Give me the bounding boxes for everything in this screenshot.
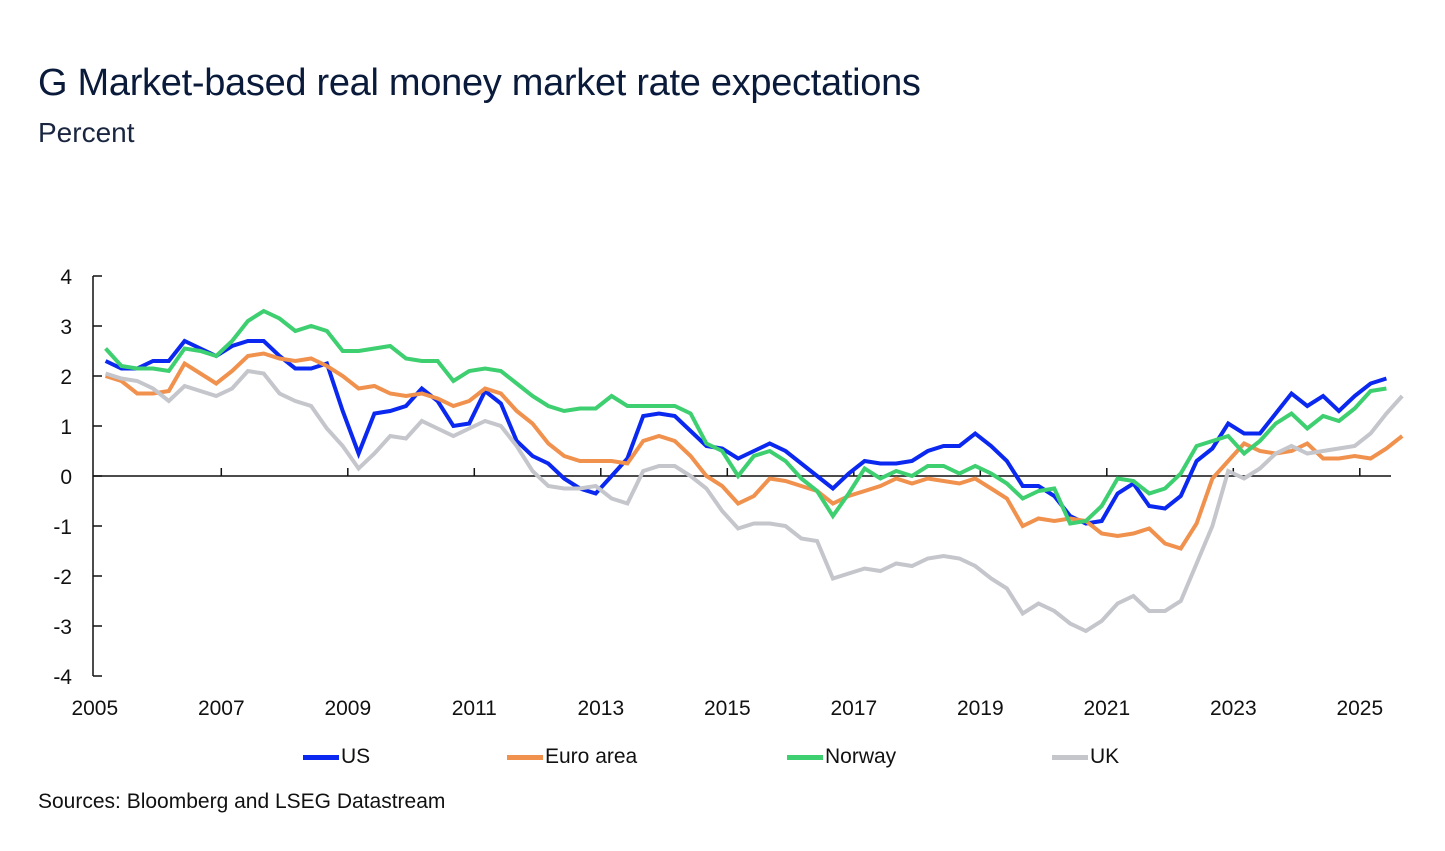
y-tick-label: -1 [53,516,72,539]
legend-item-norway: Norway [787,745,896,769]
x-tick-label: 2017 [830,697,877,720]
legend-swatch [1052,754,1088,760]
x-tick-label: 2007 [198,697,245,720]
y-tick-label: 0 [60,466,72,489]
series-line-uk [104,368,1404,634]
chart-title: G Market-based real money market rate ex… [38,62,921,104]
legend-swatch [787,754,823,760]
chart-subtitle: Percent [38,117,135,148]
source-note: Sources: Bloomberg and LSEG Datastream [38,790,446,813]
y-tick-label: 2 [60,366,72,389]
legend-label: Norway [825,745,897,768]
x-tick-label: 2005 [71,697,118,720]
y-tick-label: 4 [60,266,72,289]
y-tick-label: -2 [53,566,72,589]
x-tick-label: 2015 [704,697,751,720]
legend-item-uk: UK [1052,745,1119,769]
y-tick-label: 3 [60,316,72,339]
legend-swatch [507,754,543,760]
x-tick-label: 2021 [1083,697,1130,720]
legend-label: UK [1090,745,1120,768]
y-tick-label: 1 [60,416,72,439]
legend: US Euro area Norway UK [0,745,1445,775]
legend-swatch [303,754,339,760]
y-tick-label: -3 [53,616,72,639]
axes: 4 3 2 1 0 -1 -2 -3 -4 2005 2007 2009 2011 2013 2015 201… [53,266,1391,720]
legend-label: US [341,745,371,768]
line-chart: 4 3 2 1 0 -1 -2 -3 -4 2005 2007 2009 2011 2013 2015 201… [53,266,1404,720]
x-tick-label: 2025 [1336,697,1383,720]
legend-item-us: US [303,745,370,769]
legend-item-euro-area: Euro area [507,745,637,769]
x-tick-label: 2019 [957,697,1004,720]
y-tick-label: -4 [53,666,72,689]
x-tick-label: 2009 [324,697,371,720]
series-line-norway [104,308,1387,526]
x-tick-label: 2023 [1210,697,1257,720]
series-line-us [104,338,1388,526]
x-tick-label: 2013 [577,697,624,720]
series-lines [104,308,1404,634]
x-tick-label: 2011 [452,697,497,720]
series-line-euro-area [104,351,1404,551]
legend-label: Euro area [545,745,638,768]
